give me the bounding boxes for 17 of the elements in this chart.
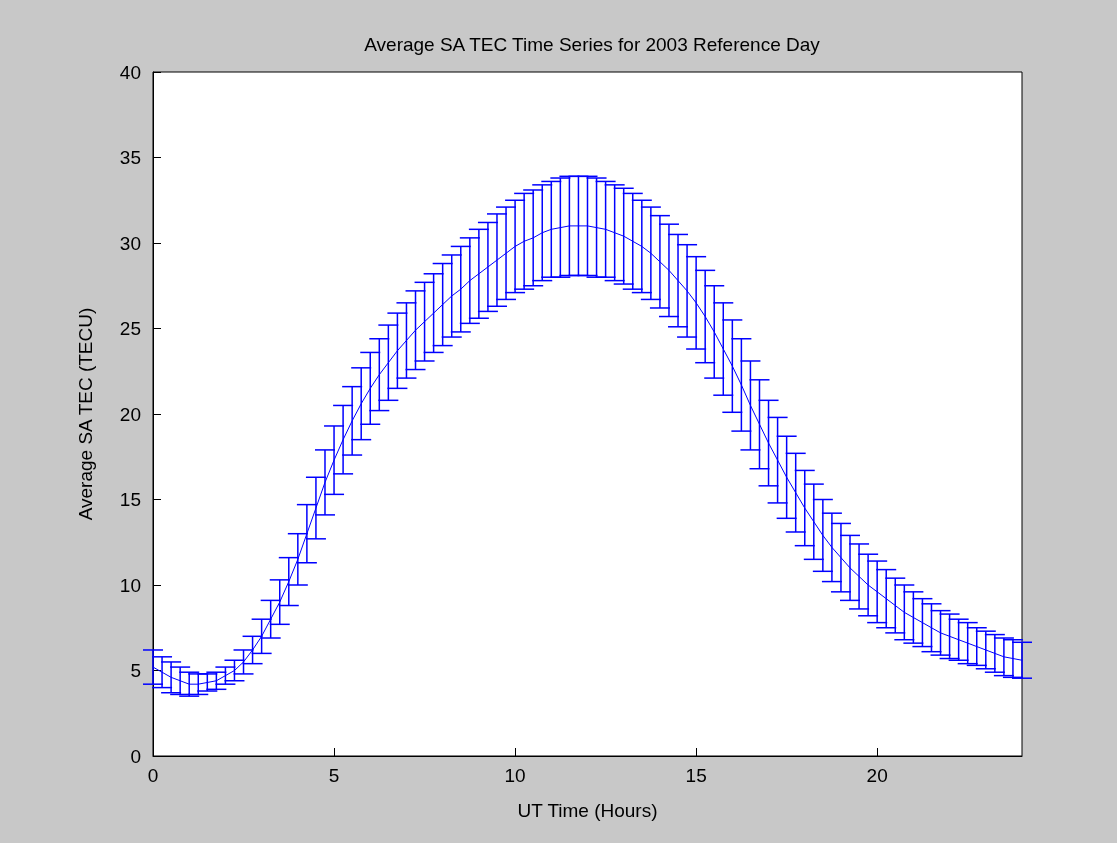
y-tick-label: 15 [119,489,141,510]
x-tick-label: 5 [328,765,340,786]
x-tick-label: 0 [147,765,159,786]
y-tick-label: 5 [130,660,141,681]
y-tick-label: 35 [119,147,141,168]
x-axis-title: UT Time (Hours) [517,800,658,821]
y-tick-label: 40 [119,61,141,83]
y-tick-label: 10 [119,574,141,596]
x-tick-label: 15 [685,765,707,786]
x-tick-label: 10 [504,765,526,786]
y-axis-title: Average SA TEC (TECU) [75,307,96,521]
y-tick-label: 25 [119,318,141,339]
y-tick-label: 30 [119,232,141,254]
y-tick-label: 20 [119,403,141,425]
x-tick-label: 20 [866,765,888,786]
chart-title: Average SA TEC Time Series for 2003 Reference Day [364,34,821,55]
y-tick-label: 0 [130,745,141,767]
